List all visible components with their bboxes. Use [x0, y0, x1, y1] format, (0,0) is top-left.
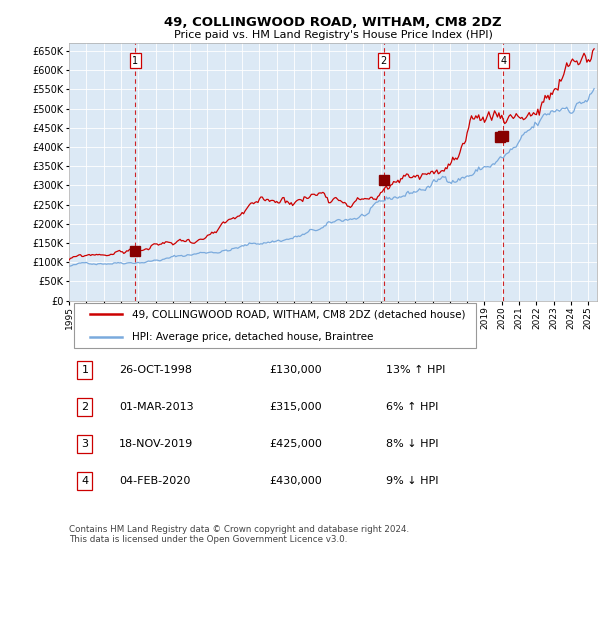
Text: 13% ↑ HPI: 13% ↑ HPI	[386, 365, 445, 375]
Text: HPI: Average price, detached house, Braintree: HPI: Average price, detached house, Brai…	[133, 332, 374, 342]
Text: 26-OCT-1998: 26-OCT-1998	[119, 365, 192, 375]
Text: 1: 1	[82, 365, 88, 375]
Text: 49, COLLINGWOOD ROAD, WITHAM, CM8 2DZ (detached house): 49, COLLINGWOOD ROAD, WITHAM, CM8 2DZ (d…	[133, 309, 466, 319]
Text: £315,000: £315,000	[269, 402, 322, 412]
Text: 8% ↓ HPI: 8% ↓ HPI	[386, 439, 438, 449]
Text: 3: 3	[82, 439, 88, 449]
Text: £430,000: £430,000	[269, 476, 322, 486]
Text: 18-NOV-2019: 18-NOV-2019	[119, 439, 193, 449]
Text: Price paid vs. HM Land Registry's House Price Index (HPI): Price paid vs. HM Land Registry's House …	[173, 30, 493, 40]
Text: Contains HM Land Registry data © Crown copyright and database right 2024.
This d: Contains HM Land Registry data © Crown c…	[69, 525, 409, 544]
Text: 9% ↓ HPI: 9% ↓ HPI	[386, 476, 438, 486]
Text: £425,000: £425,000	[269, 439, 323, 449]
Text: 2: 2	[380, 56, 386, 66]
Text: 2: 2	[81, 402, 88, 412]
Text: 4: 4	[81, 476, 88, 486]
Text: 6% ↑ HPI: 6% ↑ HPI	[386, 402, 438, 412]
Text: 1: 1	[132, 56, 138, 66]
Text: 01-MAR-2013: 01-MAR-2013	[119, 402, 194, 412]
Text: 49, COLLINGWOOD ROAD, WITHAM, CM8 2DZ: 49, COLLINGWOOD ROAD, WITHAM, CM8 2DZ	[164, 16, 502, 29]
Text: £130,000: £130,000	[269, 365, 322, 375]
Text: 04-FEB-2020: 04-FEB-2020	[119, 476, 191, 486]
Text: 4: 4	[500, 56, 506, 66]
